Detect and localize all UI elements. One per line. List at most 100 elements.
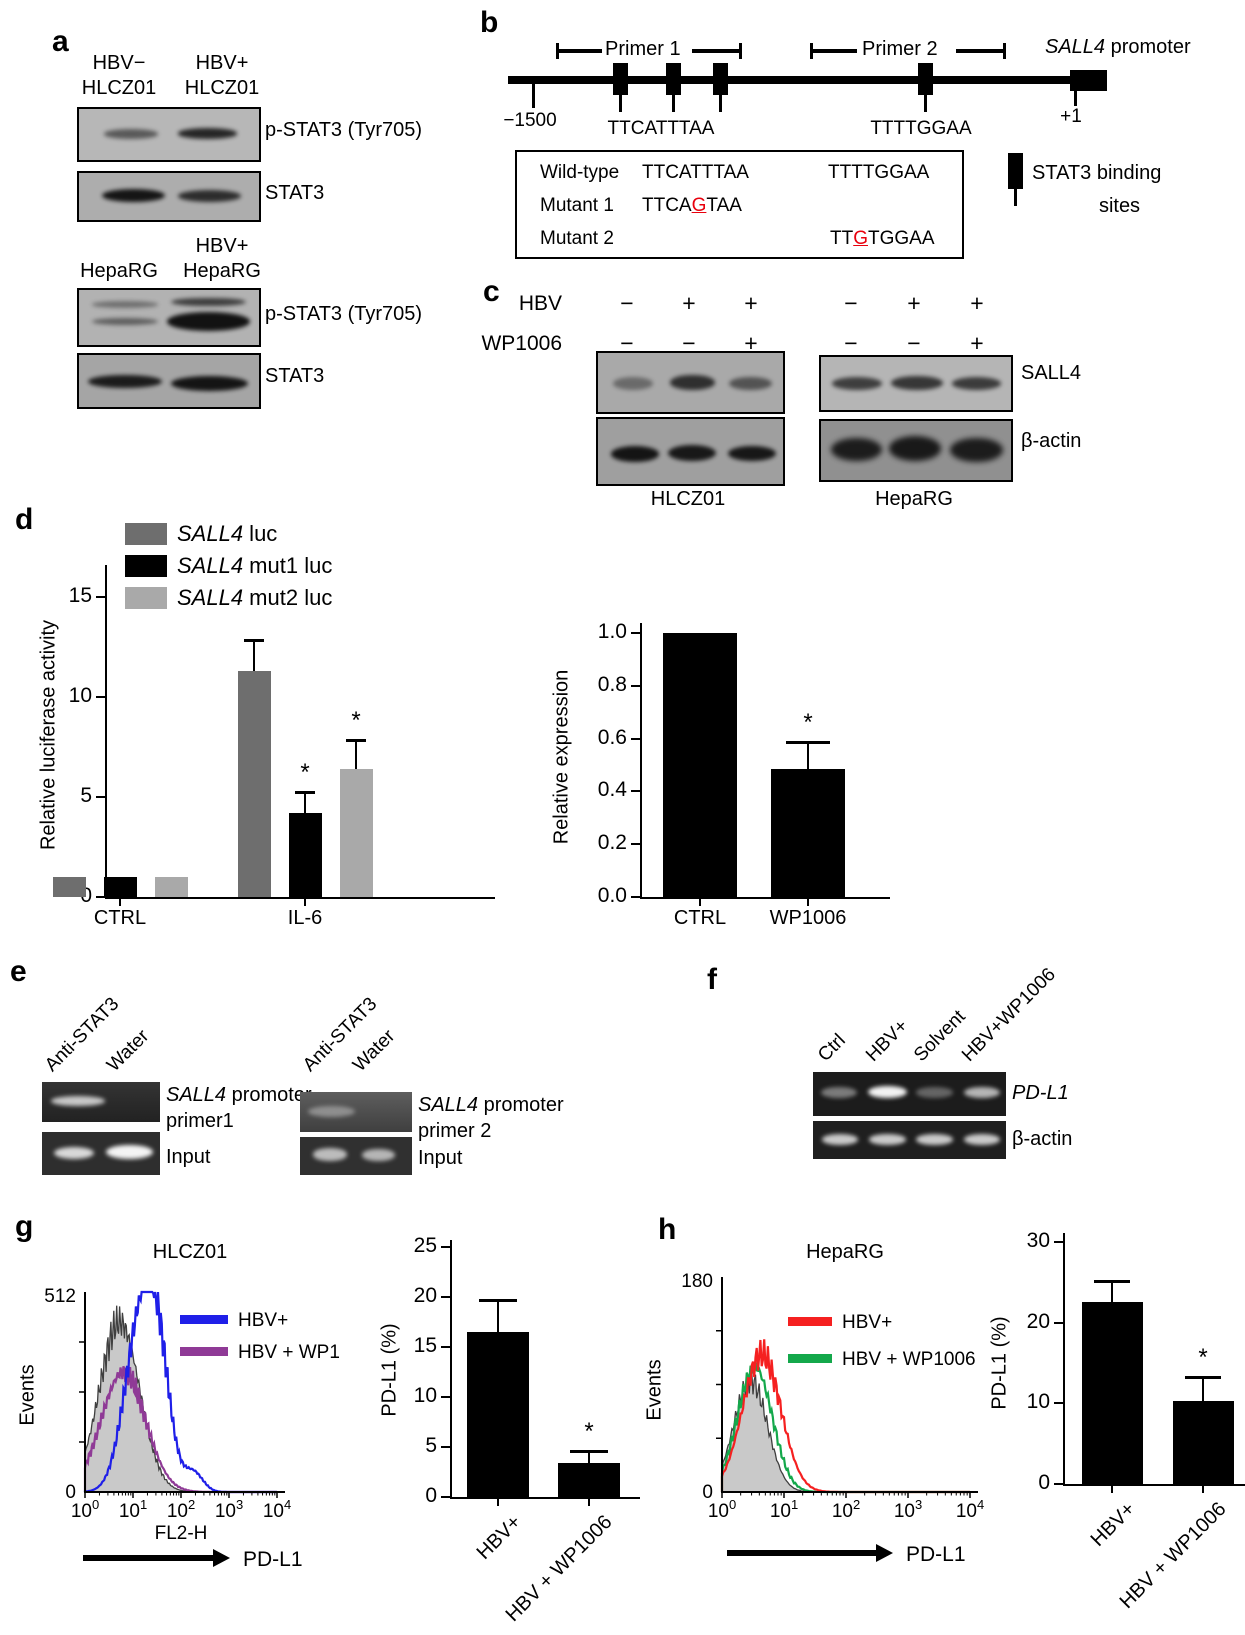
panel-e: e Anti-STAT3 Water SALL4 promoter primer… [10,950,650,1185]
y-min-label: 0 [65,1482,76,1503]
wb-band [170,375,249,392]
legend-label: SALL4 mut2 luc [177,585,332,611]
wb-band [610,446,660,462]
seq-row-name: Wild-type [540,162,620,183]
panel-h: h HepaRG Events 100 101 102 103 104 180 0 HBV+ H… [640,1205,985,1635]
condition-symbol: − [620,330,634,356]
y-tick [441,1496,450,1498]
western-blot [77,288,261,347]
x-tick [699,899,701,906]
condition-symbol: − [620,290,634,316]
y-axis-title: Events [16,1364,39,1426]
wb-band [88,374,162,389]
condition-symbol: + [744,290,758,316]
error-bar-cap [785,741,831,745]
x-category-label: WP1006 [769,907,847,929]
wb-band [830,437,882,462]
legend-label: HBV+ [842,1312,892,1333]
gel-band [821,1133,859,1145]
seq-mutant1: TTCAGTAA [642,195,742,217]
lane-label: HepaRG [80,260,158,282]
bar [1172,1400,1234,1484]
error-bar [1202,1375,1204,1406]
lane-label: HBV− [92,52,146,74]
flow-histogram-heparg: 100 101 102 103 104 180 0 HBV+ HBV + WP1006 PD-L1 [675,1265,1005,1600]
y-tick-label: 0 [425,1484,437,1507]
y-tick-label: 30 [1026,1228,1050,1252]
western-blot [596,417,785,486]
y-tick-label: 5 [425,1434,437,1457]
error-bar-cap [1093,1279,1131,1283]
gel-band [963,1086,1001,1099]
y-tick [1054,1240,1063,1243]
gel-lane-label: Ctrl [814,1030,850,1066]
western-blot [819,419,1013,482]
gel-band [868,1133,906,1145]
y-tick [96,596,105,598]
panel-b: b SALL4 promoter −1500 TTCATTTAA TTTTGGA… [470,0,1245,265]
y-tick [96,896,105,898]
primer2-cap-right [1003,43,1006,59]
wb-band [104,129,159,139]
wb-band [612,376,654,390]
wb-band [727,445,776,462]
legend-swatch [125,555,167,577]
y-tick-label: 25 [413,1234,437,1257]
bar [663,633,737,897]
y-tick-label: 0 [80,884,92,907]
bar [339,769,373,897]
gel-lane-label: HBV+WP1006 [958,964,1060,1066]
x-tick-label: 101 [119,1497,147,1522]
primer2-label: Primer 2 [862,38,938,60]
legend-line [180,1347,228,1356]
y-tick-label: 0.6 [597,725,627,749]
plus1-stem [1074,91,1077,106]
wb-band [170,297,247,307]
stat3-legend-label: sites [1098,195,1141,217]
x-tick-label: 103 [894,1497,922,1522]
wb-band [178,128,238,139]
western-blot [77,353,261,409]
gel-label-rest: promoter [478,1094,564,1116]
lane-label: HLCZ01 [184,77,260,99]
seq-part: TT [830,228,854,249]
stat3-site-box [918,63,933,95]
y-tick [1054,1483,1063,1485]
wb-band [668,445,717,462]
bar [52,877,86,897]
wb-band [167,312,250,331]
y-tick [441,1446,450,1448]
primer1-line [556,49,602,53]
y-axis-title: Relative luciferase activity [37,619,60,851]
arrow-label: PD-L1 [243,1548,303,1571]
sequence-table-box [515,150,964,259]
y-tick [441,1396,450,1398]
wb-band [729,376,772,390]
gel-label: Input [166,1146,211,1168]
significance-star: * [351,707,361,734]
gel-band [53,1146,94,1159]
gel-image [300,1137,412,1175]
condition-symbol: − [682,330,696,356]
error-bar-cap [479,1299,517,1302]
x-category-label: CTRL [673,907,727,929]
error-bar [807,741,809,774]
seq-row-name: Mutant 1 [540,195,614,216]
bar [771,768,845,897]
y-tick-label: 1.0 [597,620,627,643]
seq-row-name: Mutant 2 [540,228,614,249]
error-bar [497,1299,499,1337]
flow-title: HLCZ01 [152,1241,228,1263]
y-tick [96,796,105,798]
y-tick-label: 10 [413,1384,437,1407]
condition-symbol: + [970,330,984,356]
y-tick-label: 5 [80,784,92,807]
promoter-line [508,76,1107,84]
blot-label: STAT3 [265,182,325,204]
y-tick [631,684,640,687]
blot-label: p-STAT3 (Tyr705) [265,303,423,325]
flow-title: HepaRG [806,1241,884,1263]
panel-label-e: e [10,955,27,988]
